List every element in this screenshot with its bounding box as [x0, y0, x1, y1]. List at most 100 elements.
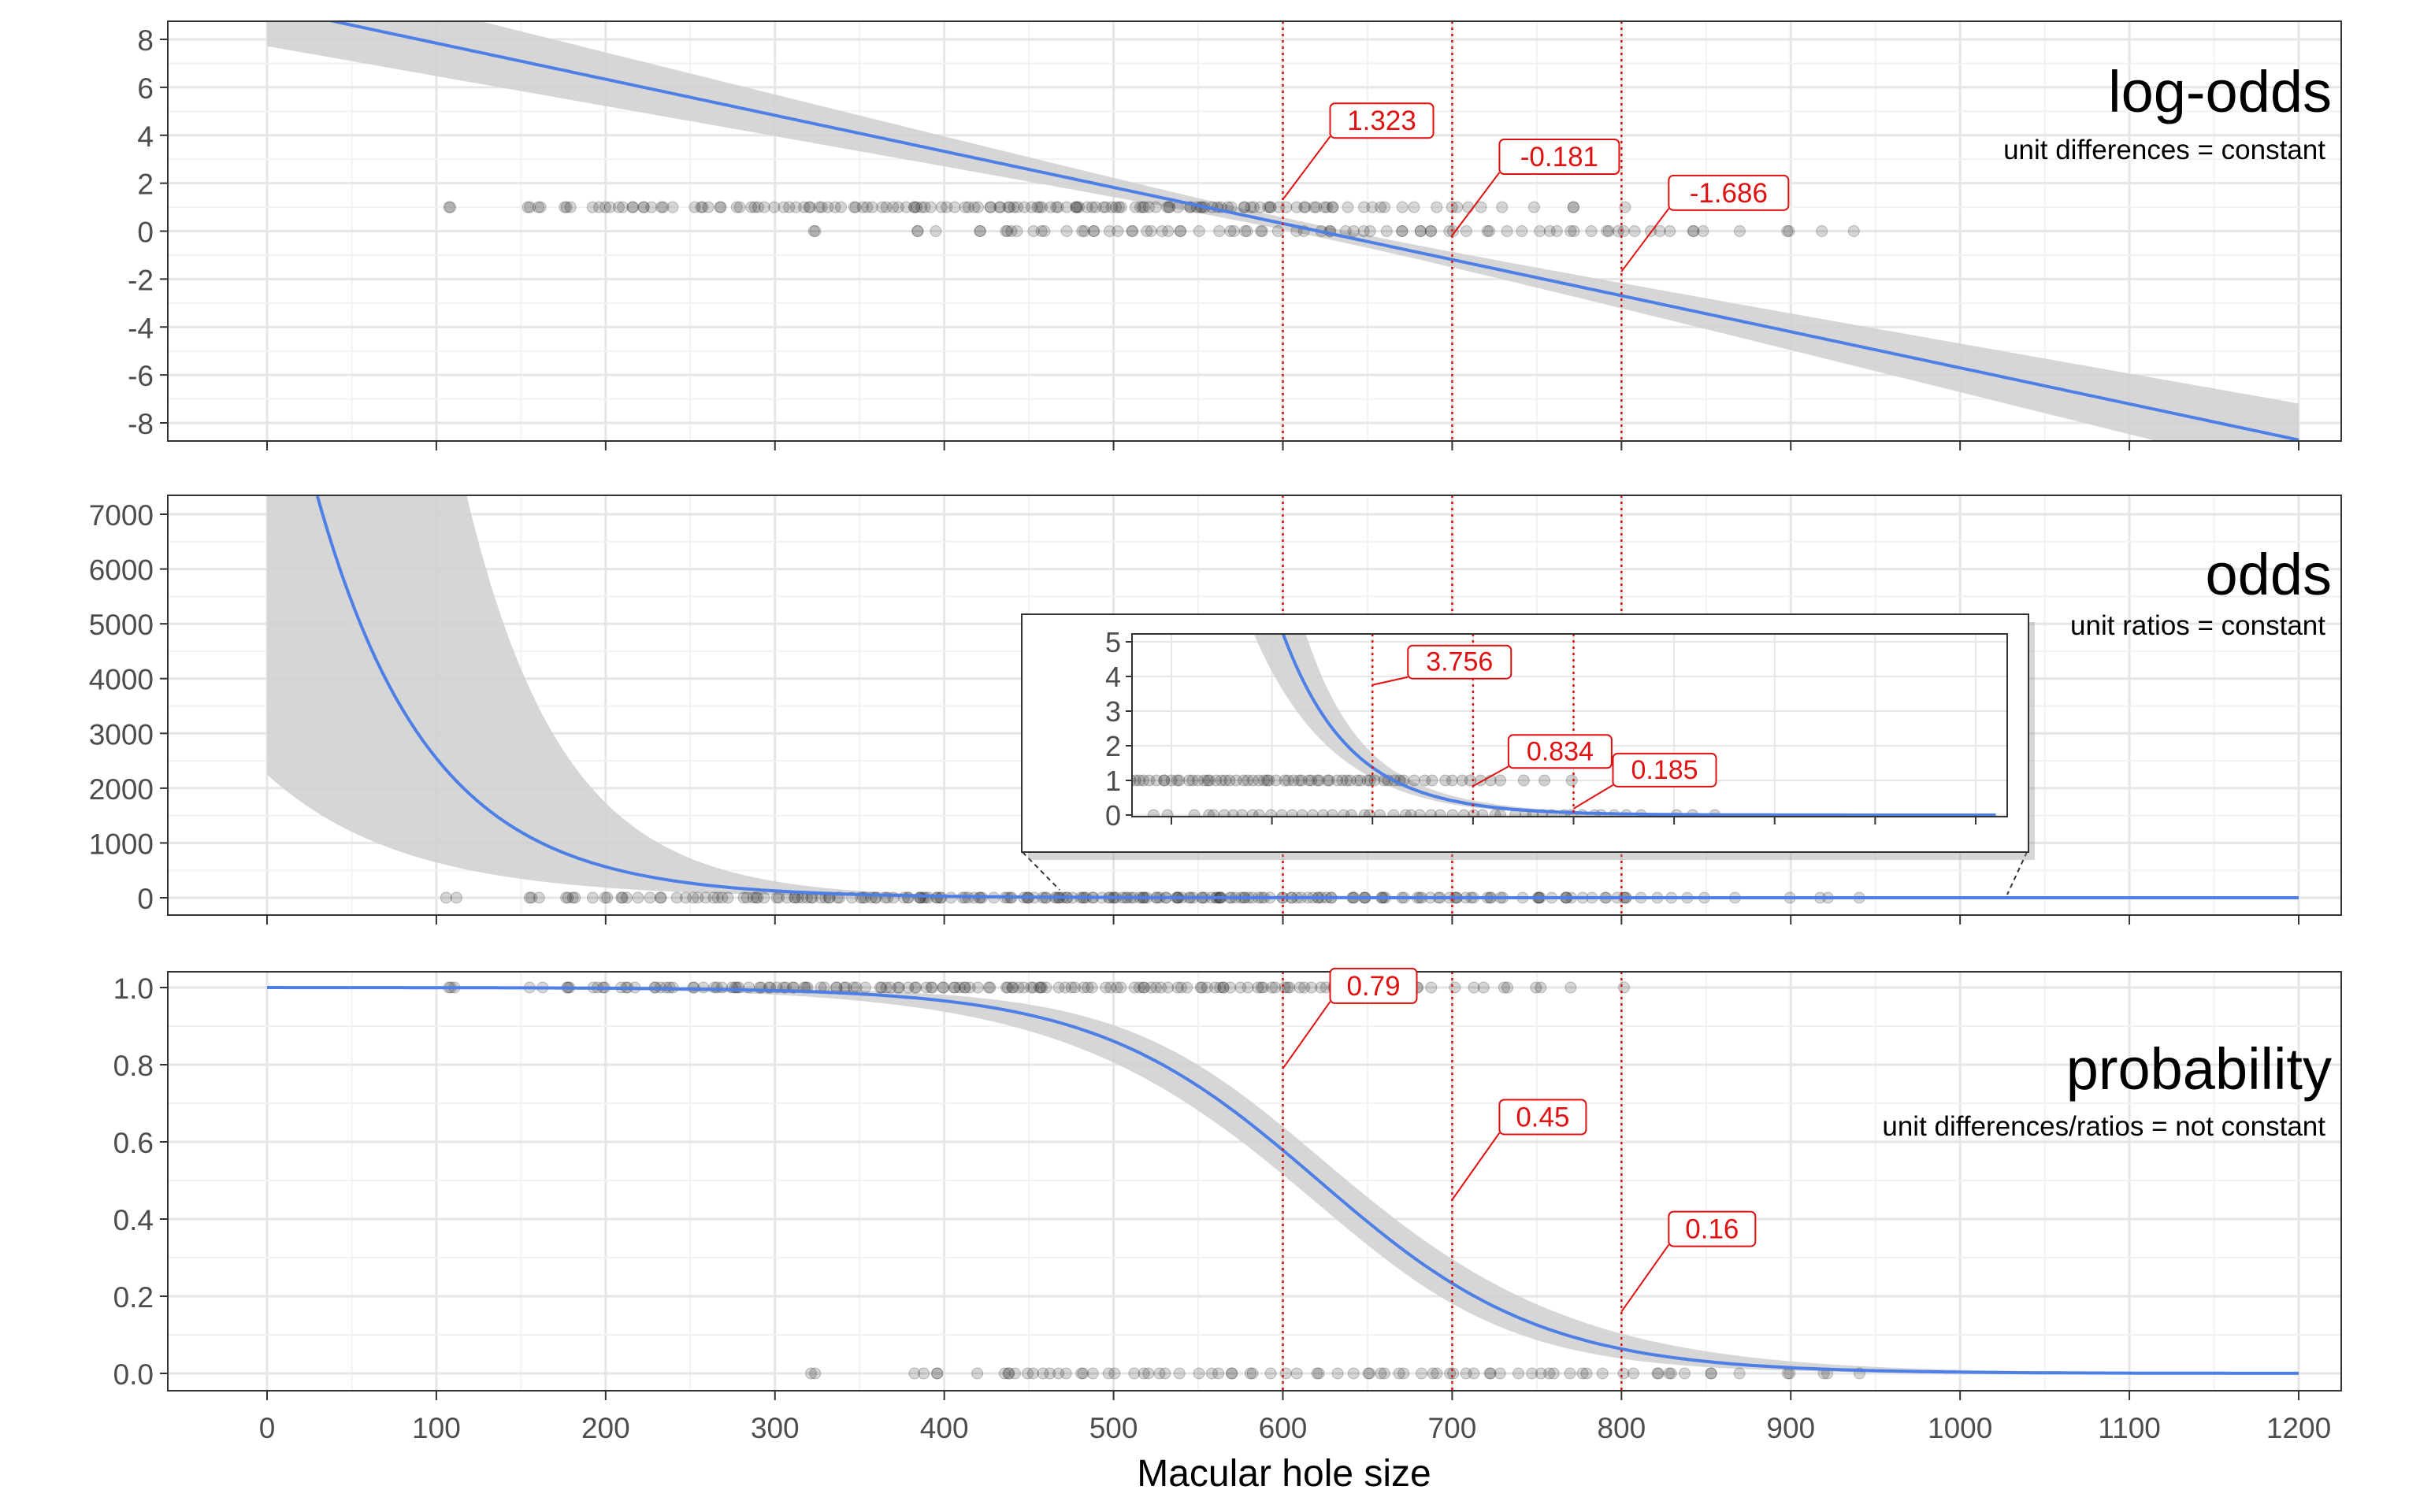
panel-subtitle: unit ratios = constant	[2070, 610, 2325, 641]
data-point	[908, 1367, 921, 1380]
data-point	[1025, 981, 1037, 994]
y-tick-label: 7000	[89, 499, 154, 532]
data-point	[1001, 981, 1014, 994]
inset-data-point	[1373, 809, 1386, 817]
data-point	[440, 891, 452, 904]
inset-data-point	[1173, 774, 1186, 787]
data-point	[1447, 1367, 1460, 1380]
data-point	[1018, 981, 1030, 994]
confidence-band	[267, 21, 2299, 441]
data-point	[1033, 981, 1045, 994]
data-point	[521, 201, 534, 213]
inset-data-point	[1296, 809, 1308, 817]
inset-y-tick-label: 2	[1105, 730, 1121, 762]
inset-data-point	[1351, 774, 1364, 787]
data-point	[1138, 201, 1151, 213]
inset-data-point	[1171, 774, 1183, 787]
annotation-leader	[1282, 1001, 1331, 1069]
data-point	[1194, 981, 1207, 994]
data-point	[637, 201, 650, 213]
panel-subtitle: unit differences = constant	[2003, 135, 2325, 165]
inset-annotation-label: 0.185	[1631, 755, 1698, 785]
data-point	[1212, 1367, 1225, 1380]
data-point	[1733, 225, 1746, 237]
data-point	[984, 201, 997, 213]
data-point	[450, 891, 462, 904]
data-point	[1318, 201, 1331, 213]
annotation-box	[1668, 174, 1790, 211]
data-point	[586, 891, 599, 904]
data-point	[804, 201, 816, 213]
data-point	[1071, 201, 1083, 213]
data-point	[1530, 981, 1542, 994]
data-point	[1138, 981, 1150, 994]
data-point	[948, 981, 961, 994]
data-point	[1026, 201, 1038, 213]
data-point	[1059, 981, 1071, 994]
data-point	[848, 201, 860, 213]
data-point	[1201, 981, 1213, 994]
data-point	[829, 201, 841, 213]
inset-data-point	[1293, 774, 1305, 787]
x-axis-label: Macular hole size	[1137, 1453, 1431, 1495]
inset-data-point	[1143, 774, 1156, 787]
inset-data-point	[1286, 809, 1298, 817]
data-point	[1665, 1367, 1677, 1380]
inset-data-point	[1223, 774, 1236, 787]
data-point	[1484, 1367, 1497, 1380]
data-point	[1298, 201, 1311, 213]
data-point	[931, 1367, 944, 1380]
data-point	[707, 891, 720, 904]
inset-annotation-box	[1612, 752, 1717, 788]
inset-data-point	[1186, 774, 1199, 787]
inset-data-point	[1321, 774, 1334, 787]
data-point	[1112, 225, 1124, 237]
data-point	[1255, 225, 1268, 237]
data-point	[444, 201, 457, 213]
data-point	[861, 201, 874, 213]
data-point	[666, 201, 679, 213]
data-point	[1380, 225, 1393, 237]
data-point	[1496, 201, 1509, 213]
data-point	[1687, 225, 1699, 237]
inset-data-point	[1565, 774, 1578, 787]
data-point	[985, 201, 997, 213]
data-point	[1097, 201, 1110, 213]
data-point	[1617, 1367, 1630, 1380]
data-point	[822, 201, 834, 213]
inset-data-point	[1261, 774, 1274, 787]
data-point	[1580, 1367, 1593, 1380]
data-point	[1550, 225, 1563, 237]
data-point	[758, 201, 770, 213]
data-point	[937, 981, 949, 994]
x-axis: 0 100 200 300 400 500 600 700 800 900 1000 1100 1200	[259, 1412, 2331, 1444]
inset-data-point	[1446, 809, 1459, 817]
data-point	[1364, 225, 1376, 237]
inset-data-point	[1147, 809, 1160, 817]
inset-data-point	[1306, 809, 1319, 817]
x-tick-label: 700	[1428, 1412, 1477, 1444]
data-point	[1271, 225, 1284, 237]
inset-data-point	[1242, 774, 1254, 787]
data-point	[1446, 201, 1458, 213]
data-point	[1378, 1367, 1390, 1380]
observed-points	[443, 201, 1860, 237]
data-point	[687, 891, 700, 904]
data-point	[1205, 1367, 1218, 1380]
data-point	[924, 201, 937, 213]
data-point	[711, 981, 723, 994]
data-point	[974, 225, 987, 237]
data-point	[1044, 1367, 1056, 1380]
data-point	[984, 981, 997, 994]
data-point	[1004, 201, 1016, 213]
data-point	[1415, 1367, 1427, 1380]
inset-data-point	[1340, 774, 1353, 787]
data-point	[562, 891, 574, 904]
data-point	[911, 201, 923, 213]
data-point	[1576, 1367, 1589, 1380]
data-point	[1171, 981, 1184, 994]
data-point	[937, 981, 950, 994]
x-tick-label: 1100	[2098, 1412, 2161, 1444]
inset-data-point	[1446, 774, 1458, 787]
data-point	[1308, 201, 1320, 213]
